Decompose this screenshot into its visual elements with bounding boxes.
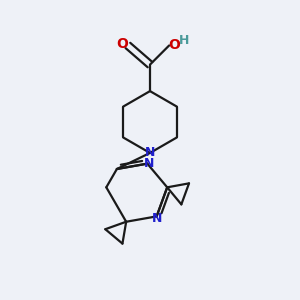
Text: O: O xyxy=(117,37,129,51)
Text: H: H xyxy=(179,34,190,47)
Text: O: O xyxy=(169,38,180,52)
Text: N: N xyxy=(144,157,154,170)
Text: N: N xyxy=(152,212,162,225)
Text: N: N xyxy=(145,146,155,159)
